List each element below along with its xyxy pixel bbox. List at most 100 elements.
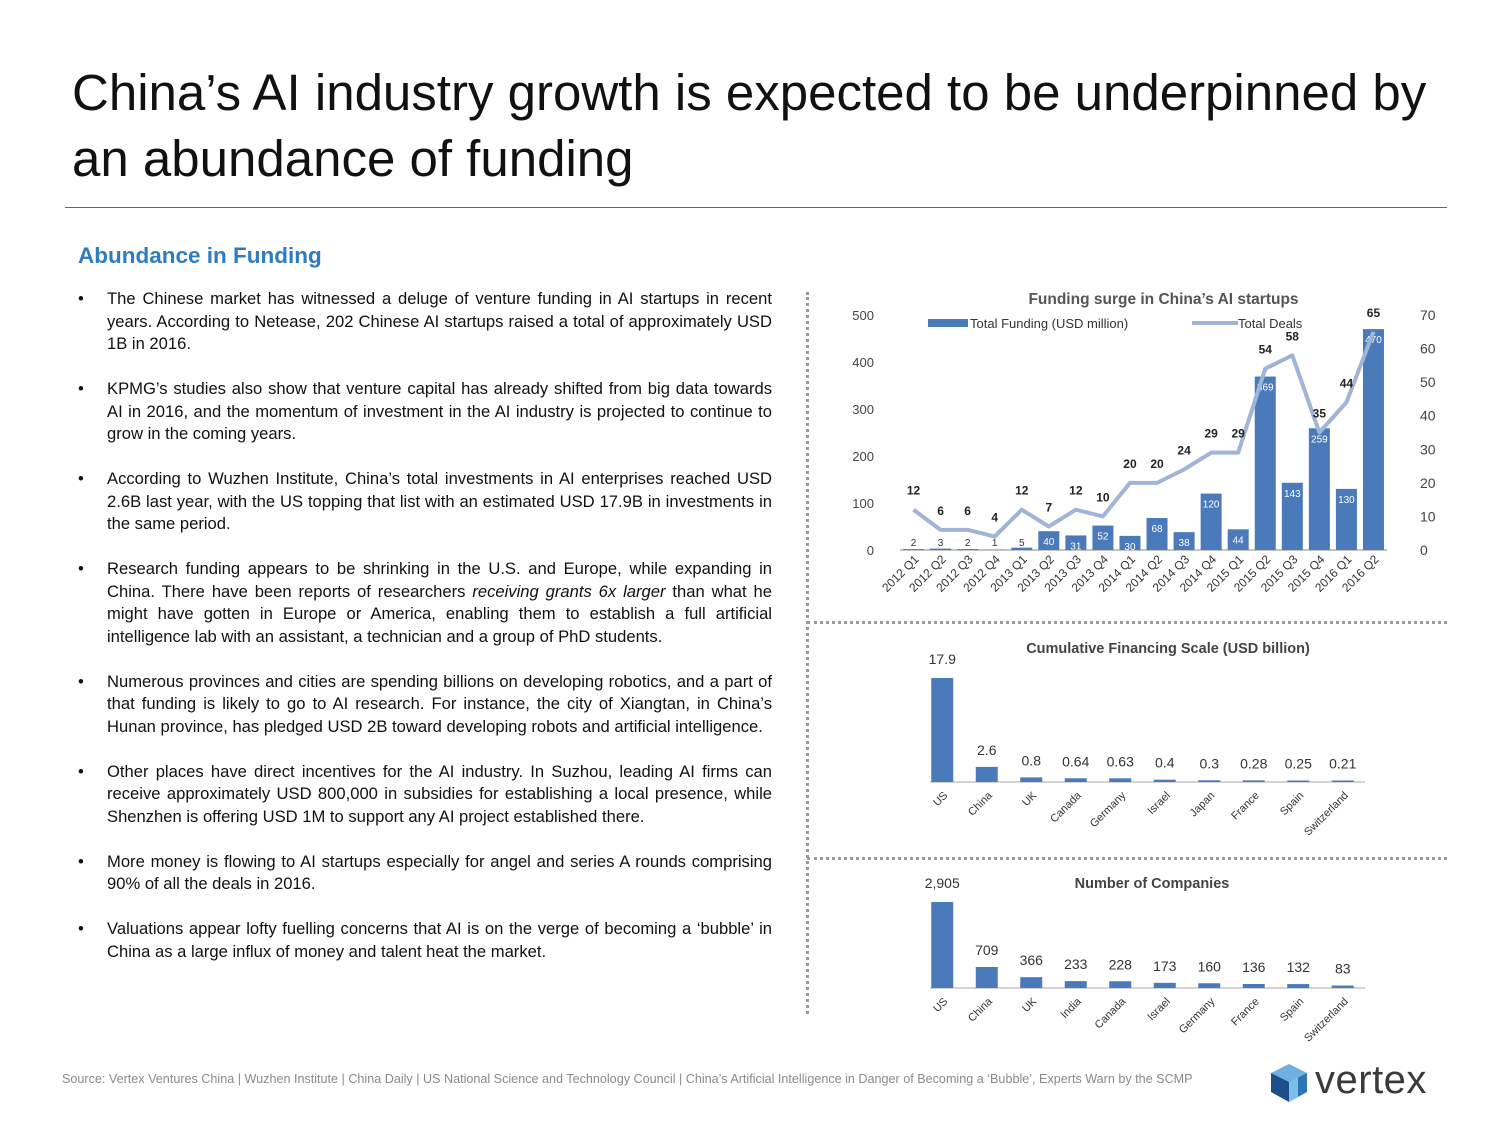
vertex-cube-icon: [1271, 1064, 1307, 1102]
deals-point-label: 12: [907, 484, 921, 498]
bar-value-label: 0.25: [1285, 756, 1312, 772]
funding-bar: [1146, 518, 1168, 550]
bar: [1331, 780, 1354, 782]
funding-bar: [1200, 493, 1222, 550]
y2-axis-tick-label: 40: [1420, 408, 1436, 424]
funding-bar: [903, 549, 925, 550]
y-axis-tick-label: 100: [852, 496, 874, 511]
y-axis-tick-label: 300: [852, 402, 874, 417]
x-axis-tick-label: US: [931, 790, 950, 809]
x-axis-tick-label: UK: [1020, 995, 1040, 1015]
deals-point-label: 54: [1259, 343, 1273, 357]
y2-axis-tick-label: 0: [1420, 542, 1428, 558]
x-axis-tick-label: Canada: [1093, 995, 1129, 1031]
bar-value-label: 17.9: [929, 651, 956, 667]
funding-bar-label: 130: [1338, 495, 1355, 506]
bullet-text: Other places have direct incentives for …: [107, 761, 772, 826]
funding-bar-label: 143: [1284, 489, 1301, 500]
funding-bar-label: 259: [1311, 434, 1328, 445]
bullet-text-continued: than what he might have gotten in Europe…: [107, 581, 773, 646]
bar-value-label: 0.63: [1107, 753, 1134, 769]
legend-label-deals: Total Deals: [1238, 316, 1303, 331]
funding-bar-label: 3: [938, 538, 944, 549]
bar: [931, 678, 954, 782]
deals-point-label: 65: [1367, 306, 1381, 320]
bullet-item: • The Chinese market has witnessed a delu…: [78, 288, 772, 356]
bullet-marker: •: [78, 851, 84, 871]
funding-bar-label: 38: [1179, 538, 1191, 549]
title-divider: [65, 207, 1447, 208]
funding-bar: [1092, 525, 1114, 550]
x-axis-tick-label: China: [966, 789, 995, 818]
funding-bar-label: 52: [1097, 532, 1109, 543]
bar: [1020, 977, 1043, 988]
funding-bar-label: 2: [911, 538, 917, 549]
bar-value-label: 2,905: [925, 875, 960, 891]
bullet-item: • More money is flowing to AI startups es…: [78, 851, 772, 896]
x-axis-tick-label: France: [1229, 790, 1262, 823]
bullet-item: • Valuations appear lofty fuelling concer…: [78, 918, 772, 963]
bar: [1064, 778, 1087, 782]
bullet-item: • Numerous provinces and cities are spend…: [78, 671, 772, 739]
bar-value-label: 0.21: [1329, 756, 1356, 772]
bar-value-label: 709: [975, 942, 999, 958]
funding-bar-label: 68: [1151, 524, 1163, 535]
bullet-marker: •: [78, 379, 84, 398]
x-axis-tick-label: Germany: [1177, 995, 1218, 1036]
funding-bar-label: 1: [992, 538, 998, 549]
funding-bar: [1254, 376, 1276, 550]
bar: [1287, 780, 1310, 782]
vertex-logo-text: vertex: [1315, 1058, 1427, 1102]
deals-point-label: 10: [1096, 490, 1110, 504]
x-axis-tick-label: Japan: [1188, 790, 1218, 820]
deals-point-label: 12: [1069, 484, 1083, 498]
deals-point-label: 20: [1150, 457, 1164, 471]
bar-value-label: 0.64: [1062, 753, 1089, 769]
funding-bar: [1011, 547, 1033, 550]
deals-point-label: 7: [1045, 501, 1052, 515]
bar: [1287, 984, 1310, 988]
bullet-marker: •: [78, 919, 84, 938]
y2-axis-tick-label: 20: [1420, 475, 1436, 491]
bullet-marker: •: [78, 289, 84, 308]
funding-bar: [1335, 488, 1357, 550]
deals-point-label: 29: [1204, 427, 1218, 441]
funding-bar: [1119, 535, 1141, 550]
bar: [1153, 982, 1176, 988]
bar-value-label: 136: [1242, 959, 1266, 975]
funding-bar: [1281, 482, 1303, 550]
bar-value-label: 0.8: [1022, 752, 1042, 768]
bar-value-label: 366: [1020, 952, 1044, 968]
funding-bar: [1227, 529, 1249, 550]
bullet-list: • The Chinese market has witnessed a delu…: [78, 288, 772, 986]
deals-point-label: 24: [1177, 443, 1191, 457]
deals-point-label: 44: [1340, 376, 1354, 390]
deals-line: [912, 331, 1376, 539]
x-axis-tick-label: UK: [1020, 789, 1040, 809]
bar: [1242, 780, 1265, 782]
bullet-item: • Other places have direct incentives for…: [78, 761, 772, 829]
deals-point-label: 4: [991, 511, 998, 525]
bar: [1242, 983, 1265, 988]
chart-divider: [807, 621, 1447, 624]
chart-divider: [807, 857, 1447, 860]
bullet-marker: •: [78, 559, 84, 578]
x-axis-tick-label: Spain: [1278, 790, 1306, 818]
bullet-text: KPMG’s studies also show that venture ca…: [107, 379, 772, 443]
y2-axis-tick-label: 10: [1420, 508, 1436, 524]
bullet-marker: •: [78, 469, 84, 488]
bar-value-label: 132: [1287, 959, 1311, 975]
bar: [1064, 981, 1087, 988]
funding-bar: [1038, 531, 1060, 550]
bar: [1020, 777, 1043, 782]
cumulative-financing-chart-svg: Cumulative Financing Scale (USD billion)…: [929, 641, 1365, 838]
bar-value-label: 0.4: [1155, 755, 1175, 771]
y2-axis-tick-label: 60: [1420, 341, 1436, 357]
x-axis-tick-label: China: [966, 995, 995, 1024]
bullet-item: • Research funding appears to be shrinkin…: [78, 558, 772, 648]
funding-bar: [1173, 532, 1195, 550]
bar: [1109, 778, 1132, 782]
chart-title: Number of Companies: [1075, 876, 1230, 892]
y-axis-tick-label: 400: [852, 355, 874, 370]
funding-bar-label: 30: [1124, 542, 1136, 553]
